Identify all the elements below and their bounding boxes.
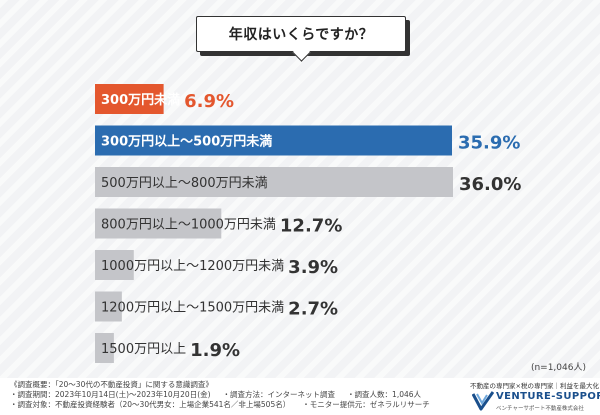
bar-3: [95, 167, 453, 197]
bar-7: [95, 333, 114, 363]
bar-4: [95, 208, 222, 239]
sample-size-label: (n=1,046人): [530, 363, 586, 373]
logo-subtitle: ベンチャーサポート不動産株式会社: [496, 406, 584, 412]
category-label-6: 1200万円以上～1500万円未満: [101, 301, 284, 316]
check-v-logo-icon: [472, 391, 494, 411]
venture-support-logo: 不動産の専門家×税の専門家｜利益を最大化 VENTURE-SUPPORT ベンチ…: [470, 380, 600, 413]
value-label-3: 36.0%: [459, 174, 521, 195]
survey-period: ・調査期間：2023年10月14日(土)～2023年10月20日(金): [10, 390, 211, 399]
bar-1: [95, 84, 164, 114]
category-label-1: 300万円未満: [101, 92, 180, 108]
category-label-2: 300万円以上～500万円未満: [101, 134, 272, 150]
survey-count: ・調査人数：1,046人: [347, 390, 422, 399]
bar-6: [95, 291, 122, 322]
value-label-2: 35.9%: [458, 133, 520, 154]
value-label-1: 6.9%: [184, 91, 234, 112]
value-label-4: 12.7%: [280, 216, 342, 237]
bar-5: [95, 250, 134, 280]
category-label-5: 1000万円以上～1200万円未満: [101, 259, 284, 274]
survey-method: ・調査方法：インターネット調査: [222, 390, 336, 399]
survey-footer: 《調査概要：「20～30代の不動産投資」に関する意識調査》 ・調査期間：2023…: [10, 380, 460, 410]
category-label-3: 500万円以上～800万円未満: [101, 176, 268, 191]
survey-provider: ・モニター提供元：ゼネラルリサーチ: [302, 400, 430, 409]
logo-tagline: 不動産の専門家×税の専門家｜利益を最大化: [470, 382, 599, 390]
chart-title: 年収はいくらですか？: [196, 16, 406, 52]
value-label-7: 1.9%: [190, 340, 240, 361]
survey-overview: 《調査概要：「20～30代の不動産投資」に関する意識調査》: [10, 380, 213, 389]
category-label-7: 1500万円以上: [101, 342, 186, 357]
bar-2: [95, 125, 453, 156]
value-label-5: 3.9%: [288, 257, 338, 278]
category-label-4: 800万円以上～1000万円未満: [101, 218, 276, 233]
survey-target: ・調査対象：不動産投資経験者（20～30代男女：上場企業541名／非上場505名…: [10, 400, 291, 409]
value-label-6: 2.7%: [288, 299, 338, 320]
bar-chart: 300万円未満 6.9% 300万円以上～500万円未満 35.9% 500万円以上～8…: [95, 84, 521, 363]
logo-brand: VENTURE-SUPPORT: [496, 391, 600, 402]
